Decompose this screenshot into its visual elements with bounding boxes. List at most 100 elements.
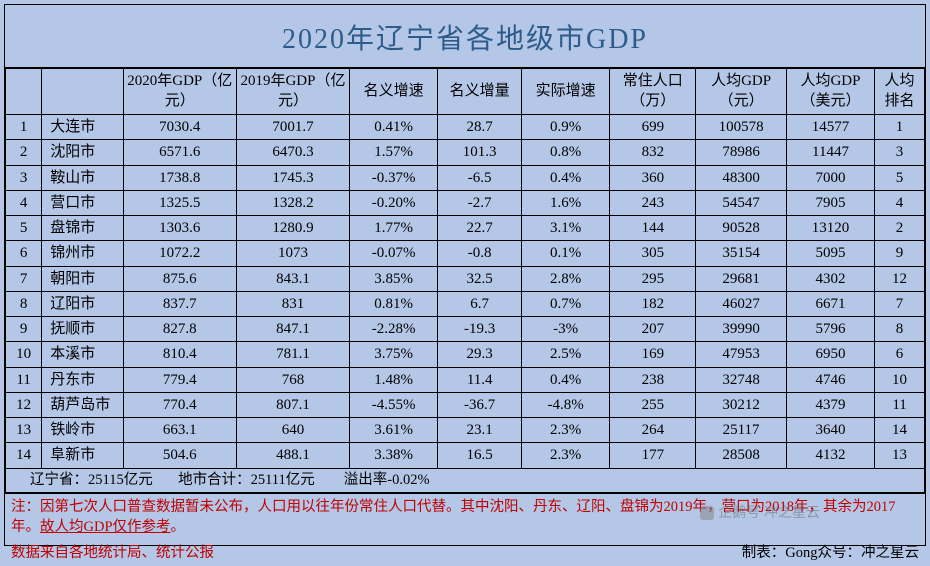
cell-nom_growth: 1.48% bbox=[350, 367, 438, 392]
cell-rank: 1 bbox=[6, 115, 42, 140]
cell-pcgdp_usd: 6671 bbox=[786, 291, 874, 316]
summary-cell: 辽宁省：25115亿元 地市合计：25111亿元 溢出率-0.02% bbox=[6, 468, 925, 493]
table-row: 10本溪市810.4781.13.75%29.32.5%169479536950… bbox=[6, 342, 925, 367]
header-city bbox=[42, 69, 123, 115]
cell-real_growth: 0.4% bbox=[522, 367, 610, 392]
page-title: 2020年辽宁省各地级市GDP bbox=[5, 5, 925, 68]
cell-gdp2020: 779.4 bbox=[123, 367, 236, 392]
table-row: 1大连市7030.47001.70.41%28.70.9%69910057814… bbox=[6, 115, 925, 140]
cell-pop: 243 bbox=[610, 190, 696, 215]
cell-nom_incr: 16.5 bbox=[438, 443, 522, 468]
cell-nom_growth: 0.81% bbox=[350, 291, 438, 316]
cell-gdp2020: 663.1 bbox=[123, 418, 236, 443]
summary-overflow: 溢出率-0.02% bbox=[344, 472, 430, 488]
cell-pop: 177 bbox=[610, 443, 696, 468]
cell-real_growth: 2.5% bbox=[522, 342, 610, 367]
cell-pcgdp_cny: 30212 bbox=[696, 392, 787, 417]
cell-real_growth: 0.1% bbox=[522, 241, 610, 266]
cell-rank: 14 bbox=[6, 443, 42, 468]
header-pcgdp-cny: 人均GDP（元） bbox=[696, 69, 787, 115]
cell-nom_incr: 29.3 bbox=[438, 342, 522, 367]
cell-rank: 7 bbox=[6, 266, 42, 291]
header-gdp2020: 2020年GDP（亿元） bbox=[123, 69, 236, 115]
header-pcgdp-usd: 人均GDP（美元） bbox=[786, 69, 874, 115]
cell-real_growth: 0.4% bbox=[522, 165, 610, 190]
notes: 注：因第七次人口普查数据暂未公布，人口用以往年份常住人口代替。其中沈阳、丹东、辽… bbox=[5, 493, 925, 539]
cell-pcgdp_usd: 6950 bbox=[786, 342, 874, 367]
cell-pc_rank: 10 bbox=[875, 367, 925, 392]
cell-pc_rank: 5 bbox=[875, 165, 925, 190]
cell-pc_rank: 1 bbox=[875, 115, 925, 140]
cell-real_growth: 2.8% bbox=[522, 266, 610, 291]
cell-city: 朝阳市 bbox=[42, 266, 123, 291]
cell-pop: 699 bbox=[610, 115, 696, 140]
cell-gdp2019: 488.1 bbox=[236, 443, 349, 468]
table-row: 8辽阳市837.78310.81%6.70.7%1824602766717 bbox=[6, 291, 925, 316]
cell-city: 锦州市 bbox=[42, 241, 123, 266]
gdp-table: 2020年GDP（亿元） 2019年GDP（亿元） 名义增速 名义增量 实际增速… bbox=[5, 68, 925, 493]
cell-real_growth: 2.3% bbox=[522, 418, 610, 443]
cell-pc_rank: 2 bbox=[875, 216, 925, 241]
cell-gdp2019: 843.1 bbox=[236, 266, 349, 291]
cell-pcgdp_cny: 28508 bbox=[696, 443, 787, 468]
cell-city: 鞍山市 bbox=[42, 165, 123, 190]
cell-real_growth: -4.8% bbox=[522, 392, 610, 417]
header-real-growth: 实际增速 bbox=[522, 69, 610, 115]
cell-rank: 2 bbox=[6, 140, 42, 165]
cell-pcgdp_cny: 54547 bbox=[696, 190, 787, 215]
cell-pcgdp_usd: 4302 bbox=[786, 266, 874, 291]
cell-nom_growth: -0.07% bbox=[350, 241, 438, 266]
source-row: 数据来自各地统计局、统计公报 制表：Gong众号：冲之星云 bbox=[5, 539, 925, 566]
cell-gdp2020: 827.8 bbox=[123, 317, 236, 342]
cell-nom_growth: -4.55% bbox=[350, 392, 438, 417]
cell-real_growth: 3.1% bbox=[522, 216, 610, 241]
cell-gdp2020: 7030.4 bbox=[123, 115, 236, 140]
note-underline: 故人均GDP仅作参考 bbox=[40, 519, 171, 535]
cell-city: 大连市 bbox=[42, 115, 123, 140]
cell-city: 沈阳市 bbox=[42, 140, 123, 165]
table-row: 4营口市1325.51328.2-0.20%-2.71.6%2435454779… bbox=[6, 190, 925, 215]
table-row: 13铁岭市663.16403.61%23.12.3%26425117364014 bbox=[6, 418, 925, 443]
cell-pcgdp_usd: 4746 bbox=[786, 367, 874, 392]
cell-pcgdp_usd: 5796 bbox=[786, 317, 874, 342]
cell-nom_growth: 3.61% bbox=[350, 418, 438, 443]
gdp-table-container: 2020年辽宁省各地级市GDP 2020年GDP（亿元） 2019年GDP（亿元… bbox=[4, 4, 926, 546]
cell-gdp2020: 770.4 bbox=[123, 392, 236, 417]
cell-rank: 4 bbox=[6, 190, 42, 215]
cell-rank: 8 bbox=[6, 291, 42, 316]
cell-gdp2020: 1072.2 bbox=[123, 241, 236, 266]
cell-pcgdp_cny: 25117 bbox=[696, 418, 787, 443]
cell-nom_incr: 28.7 bbox=[438, 115, 522, 140]
cell-nom_growth: -0.37% bbox=[350, 165, 438, 190]
cell-pcgdp_usd: 13120 bbox=[786, 216, 874, 241]
cell-gdp2019: 831 bbox=[236, 291, 349, 316]
cell-nom_growth: 3.38% bbox=[350, 443, 438, 468]
cell-gdp2020: 1303.6 bbox=[123, 216, 236, 241]
cell-gdp2020: 810.4 bbox=[123, 342, 236, 367]
cell-rank: 6 bbox=[6, 241, 42, 266]
table-row: 5盘锦市1303.61280.91.77%22.73.1%14490528131… bbox=[6, 216, 925, 241]
cell-city: 营口市 bbox=[42, 190, 123, 215]
cell-rank: 13 bbox=[6, 418, 42, 443]
cell-nom_incr: -6.5 bbox=[438, 165, 522, 190]
cell-gdp2019: 807.1 bbox=[236, 392, 349, 417]
cell-pc_rank: 9 bbox=[875, 241, 925, 266]
note-suffix: 。 bbox=[171, 519, 186, 535]
cell-gdp2020: 504.6 bbox=[123, 443, 236, 468]
cell-rank: 9 bbox=[6, 317, 42, 342]
cell-rank: 11 bbox=[6, 367, 42, 392]
cell-pc_rank: 13 bbox=[875, 443, 925, 468]
cell-gdp2019: 847.1 bbox=[236, 317, 349, 342]
table-row: 12葫芦岛市770.4807.1-4.55%-36.7-4.8%25530212… bbox=[6, 392, 925, 417]
cell-pcgdp_usd: 7905 bbox=[786, 190, 874, 215]
cell-city: 葫芦岛市 bbox=[42, 392, 123, 417]
header-rank bbox=[6, 69, 42, 115]
cell-pcgdp_cny: 47953 bbox=[696, 342, 787, 367]
cell-pcgdp_usd: 3640 bbox=[786, 418, 874, 443]
cell-pop: 207 bbox=[610, 317, 696, 342]
cell-gdp2019: 7001.7 bbox=[236, 115, 349, 140]
header-nom-incr: 名义增量 bbox=[438, 69, 522, 115]
cell-pc_rank: 12 bbox=[875, 266, 925, 291]
cell-pcgdp_usd: 4379 bbox=[786, 392, 874, 417]
cell-gdp2020: 837.7 bbox=[123, 291, 236, 316]
